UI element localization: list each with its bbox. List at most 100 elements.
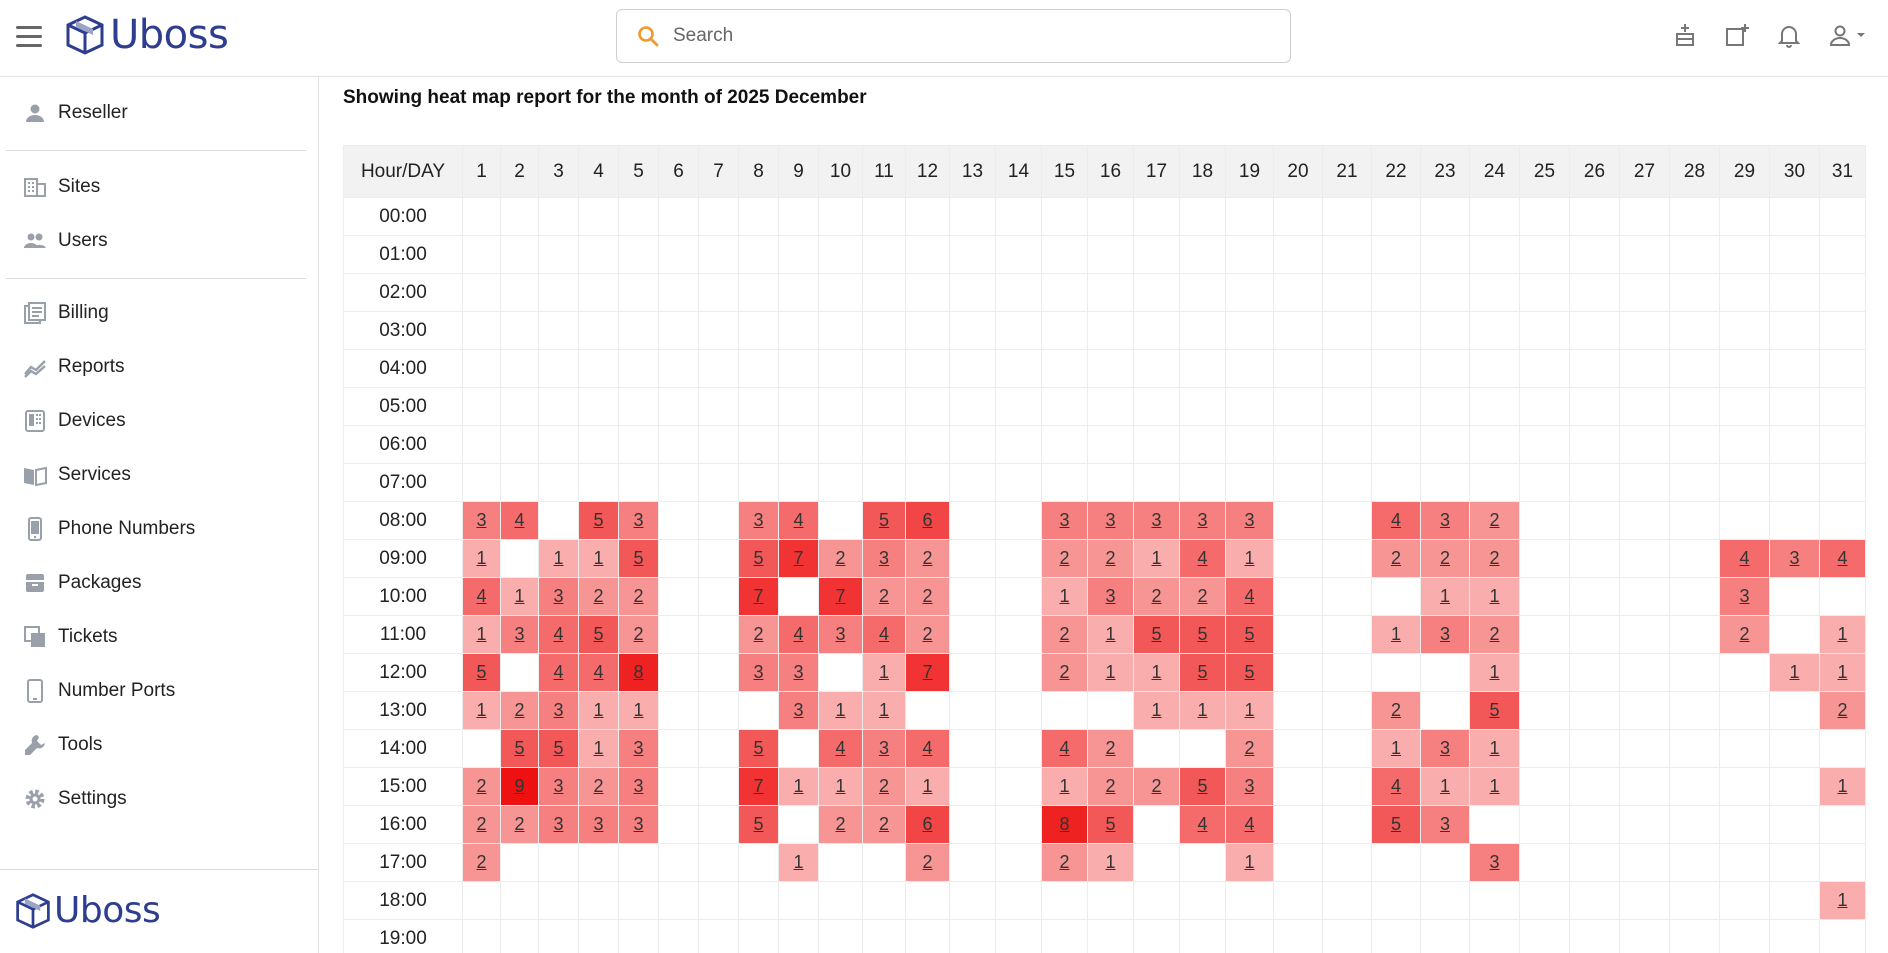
heatmap-cell-link[interactable]: 5 [1197, 624, 1208, 644]
heatmap-cell-link[interactable]: 4 [476, 586, 487, 606]
heatmap-cell-link[interactable]: 2 [633, 586, 644, 606]
heatmap-cell-link[interactable]: 2 [835, 814, 846, 834]
heatmap-cell-link[interactable]: 3 [753, 662, 764, 682]
heatmap-cell-link[interactable]: 4 [835, 738, 846, 758]
heatmap-cell[interactable]: 2 [1819, 691, 1866, 730]
heatmap-cell-link[interactable]: 1 [633, 700, 644, 720]
heatmap-cell-link[interactable]: 2 [633, 624, 644, 644]
heatmap-cell[interactable]: 3 [1041, 501, 1088, 540]
heatmap-cell-link[interactable]: 2 [1439, 548, 1450, 568]
heatmap-cell-link[interactable]: 2 [1489, 548, 1500, 568]
heatmap-cell-link[interactable]: 5 [1244, 624, 1255, 644]
heatmap-cell[interactable]: 1 [618, 691, 659, 730]
search-box[interactable] [616, 9, 1291, 63]
footer-brand-logo[interactable]: Uboss [14, 890, 161, 931]
heatmap-cell-link[interactable]: 2 [922, 852, 933, 872]
heatmap-cell-link[interactable]: 2 [1244, 738, 1255, 758]
heatmap-cell-link[interactable]: 1 [593, 700, 604, 720]
heatmap-cell-link[interactable]: 3 [793, 662, 804, 682]
heatmap-cell-link[interactable]: 2 [1197, 586, 1208, 606]
heatmap-cell-link[interactable]: 7 [835, 586, 846, 606]
heatmap-cell[interactable]: 3 [1087, 501, 1134, 540]
heatmap-cell-link[interactable]: 2 [593, 776, 604, 796]
heatmap-cell[interactable]: 5 [1179, 615, 1226, 654]
heatmap-cell-link[interactable]: 5 [593, 510, 604, 530]
heatmap-cell-link[interactable]: 3 [878, 738, 889, 758]
heatmap-cell[interactable]: 1 [1469, 653, 1520, 692]
heatmap-cell-link[interactable]: 2 [1489, 510, 1500, 530]
heatmap-cell[interactable]: 4 [905, 729, 950, 768]
heatmap-cell-link[interactable]: 4 [1244, 586, 1255, 606]
heatmap-cell-link[interactable]: 3 [1197, 510, 1208, 530]
heatmap-cell[interactable]: 1 [1087, 843, 1134, 882]
heatmap-cell[interactable]: 2 [738, 615, 779, 654]
heatmap-cell[interactable]: 3 [538, 691, 579, 730]
heatmap-cell[interactable]: 3 [500, 615, 539, 654]
heatmap-cell[interactable]: 2 [500, 805, 539, 844]
heatmap-cell[interactable]: 5 [538, 729, 579, 768]
heatmap-cell-link[interactable]: 4 [1390, 776, 1401, 796]
heatmap-cell[interactable]: 1 [578, 691, 619, 730]
heatmap-cell[interactable]: 1 [1087, 615, 1134, 654]
heatmap-cell[interactable]: 5 [1469, 691, 1520, 730]
heatmap-cell-link[interactable]: 3 [1739, 586, 1750, 606]
heatmap-cell[interactable]: 1 [862, 691, 906, 730]
menu-icon[interactable] [16, 26, 42, 48]
heatmap-cell-link[interactable]: 1 [1837, 890, 1848, 910]
heatmap-cell-link[interactable]: 2 [878, 814, 889, 834]
heatmap-cell[interactable]: 4 [1041, 729, 1088, 768]
heatmap-cell[interactable]: 1 [862, 653, 906, 692]
heatmap-cell-link[interactable]: 4 [593, 662, 604, 682]
heatmap-cell[interactable]: 1 [1225, 843, 1274, 882]
heatmap-cell-link[interactable]: 4 [1197, 814, 1208, 834]
heatmap-cell-link[interactable]: 1 [593, 738, 604, 758]
heatmap-cell[interactable]: 2 [1225, 729, 1274, 768]
heatmap-cell[interactable]: 4 [538, 653, 579, 692]
heatmap-cell-link[interactable]: 5 [553, 738, 564, 758]
heatmap-cell-link[interactable]: 9 [514, 776, 525, 796]
heatmap-cell[interactable]: 1 [905, 767, 950, 806]
heatmap-cell[interactable]: 2 [1371, 539, 1421, 578]
heatmap-cell[interactable]: 2 [462, 843, 501, 882]
heatmap-cell[interactable]: 5 [1371, 805, 1421, 844]
heatmap-cell-link[interactable]: 1 [1105, 624, 1116, 644]
heatmap-cell[interactable]: 8 [1041, 805, 1088, 844]
heatmap-cell-link[interactable]: 1 [835, 700, 846, 720]
heatmap-cell[interactable]: 5 [578, 615, 619, 654]
heatmap-cell[interactable]: 4 [1179, 805, 1226, 844]
sidebar-item-tickets[interactable]: Tickets [22, 617, 302, 657]
heatmap-cell-link[interactable]: 1 [835, 776, 846, 796]
heatmap-cell-link[interactable]: 4 [793, 624, 804, 644]
heatmap-cell-link[interactable]: 2 [1837, 700, 1848, 720]
heatmap-cell[interactable]: 1 [578, 729, 619, 768]
heatmap-cell-link[interactable]: 3 [593, 814, 604, 834]
heatmap-cell[interactable]: 3 [538, 577, 579, 616]
heatmap-cell[interactable]: 4 [462, 577, 501, 616]
heatmap-cell-link[interactable]: 1 [1105, 852, 1116, 872]
heatmap-cell-link[interactable]: 1 [1489, 738, 1500, 758]
heatmap-cell[interactable]: 7 [818, 577, 863, 616]
heatmap-cell-link[interactable]: 3 [1489, 852, 1500, 872]
sidebar-item-reports[interactable]: Reports [22, 347, 302, 387]
heatmap-cell[interactable]: 3 [1420, 501, 1470, 540]
heatmap-cell-link[interactable]: 4 [793, 510, 804, 530]
search-input[interactable] [673, 25, 1253, 47]
heatmap-cell-link[interactable]: 2 [1105, 738, 1116, 758]
heatmap-cell[interactable]: 3 [1420, 805, 1470, 844]
heatmap-cell-link[interactable]: 2 [1739, 624, 1750, 644]
heatmap-cell[interactable]: 9 [500, 767, 539, 806]
heatmap-cell[interactable]: 2 [905, 615, 950, 654]
heatmap-cell[interactable]: 2 [618, 615, 659, 654]
heatmap-cell[interactable]: 2 [462, 767, 501, 806]
heatmap-cell[interactable]: 2 [462, 805, 501, 844]
heatmap-cell[interactable]: 4 [778, 501, 819, 540]
heatmap-cell[interactable]: 3 [1225, 501, 1274, 540]
heatmap-cell[interactable]: 6 [905, 501, 950, 540]
heatmap-cell[interactable]: 7 [905, 653, 950, 692]
heatmap-cell-link[interactable]: 3 [633, 738, 644, 758]
heatmap-cell-link[interactable]: 1 [1105, 662, 1116, 682]
add-item-icon[interactable] [1724, 20, 1750, 50]
heatmap-cell[interactable]: 1 [778, 767, 819, 806]
heatmap-cell-link[interactable]: 2 [514, 814, 525, 834]
heatmap-cell[interactable]: 3 [462, 501, 501, 540]
